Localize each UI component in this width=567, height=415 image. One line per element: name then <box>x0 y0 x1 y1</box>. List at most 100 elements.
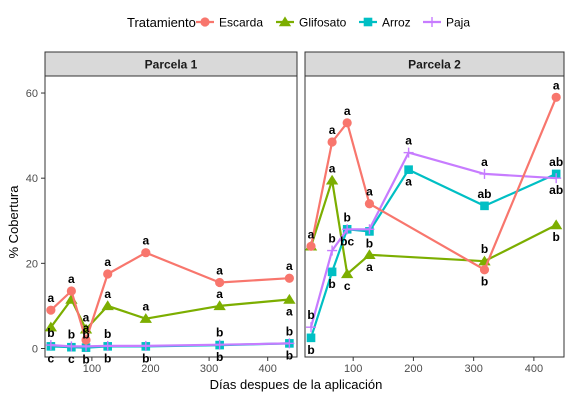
significance-label: a <box>553 78 560 92</box>
data-point-paja <box>140 340 151 351</box>
data-point-escarda <box>215 277 225 288</box>
significance-label: c <box>68 352 75 366</box>
series-escarda <box>306 92 561 275</box>
legend-item-glifosato: Glifosato <box>276 16 347 30</box>
series-line-glifosato <box>309 179 557 276</box>
significance-label: b <box>307 343 314 357</box>
x-tick-label: 200 <box>141 363 159 375</box>
data-point-glifosato <box>341 268 354 279</box>
data-point-escarda <box>81 335 91 345</box>
series-paja <box>306 147 562 333</box>
significance-label: a <box>68 272 75 286</box>
significance-label: a <box>142 300 149 314</box>
legend-label-glifosato: Glifosato <box>299 16 347 30</box>
significance-label: a <box>308 227 315 241</box>
data-point-paja <box>45 340 56 351</box>
legend-key-arroz <box>363 17 373 27</box>
data-point-arroz <box>327 267 337 277</box>
significance-label: ab <box>549 155 563 169</box>
significance-label: a <box>329 123 336 137</box>
significance-label: b <box>343 210 350 224</box>
significance-label: b <box>104 327 111 341</box>
significance-label: b <box>82 353 89 367</box>
significance-label: a <box>286 305 293 319</box>
significance-label: ab <box>477 187 491 201</box>
data-point-glifosato <box>283 293 296 304</box>
data-point-arroz <box>480 201 489 211</box>
data-point-paja <box>551 173 562 184</box>
series-line-escarda <box>309 96 558 271</box>
data-point-glifosato <box>363 249 376 260</box>
x-tick-label: 200 <box>404 363 422 375</box>
facet-strip-label: Parcela 1 <box>145 58 198 72</box>
x-tick-label: 100 <box>344 363 362 375</box>
legend-key-paja <box>427 17 437 27</box>
series-paja <box>45 338 295 352</box>
significance-label: a <box>216 287 223 301</box>
significance-label: b <box>286 348 293 362</box>
data-point-glifosato <box>325 174 339 185</box>
data-point-glifosato <box>213 300 226 311</box>
y-tick-label: 0 <box>32 343 38 355</box>
data-point-paja <box>102 340 113 351</box>
significance-label: b <box>552 230 559 244</box>
legend-label-paja: Paja <box>446 16 470 30</box>
legend-key-escarda <box>200 17 210 27</box>
legend-item-paja: Paja <box>423 16 470 30</box>
significance-label: b <box>104 351 111 365</box>
y-tick-label: 20 <box>26 258 38 270</box>
significance-label: a <box>366 260 373 274</box>
data-point-escarda <box>284 273 294 283</box>
x-axis-title: Días despues de la aplicación <box>210 377 383 392</box>
significance-label: a <box>104 287 111 301</box>
x-tick-label: 400 <box>525 363 543 375</box>
significance-label: b <box>216 326 223 340</box>
significance-label: b <box>47 326 54 340</box>
x-tick-label: 100 <box>83 363 101 375</box>
significance-label: a <box>104 255 111 269</box>
data-point-escarda <box>551 92 561 102</box>
data-point-glifosato <box>550 219 563 230</box>
data-point-paja <box>66 341 77 352</box>
legend-key-glifosato <box>278 16 292 27</box>
facet-strip-label: Parcela 2 <box>408 58 461 72</box>
significance-label: a <box>83 310 90 324</box>
plot-panel <box>44 75 298 358</box>
x-tick-label: 400 <box>259 363 277 375</box>
data-point-escarda <box>342 118 352 128</box>
data-point-glifosato <box>101 300 114 311</box>
significance-label: b <box>328 277 335 291</box>
data-point-paja <box>364 224 375 235</box>
significance-label: b <box>216 350 223 364</box>
significance-label: b <box>307 308 314 322</box>
significance-label: a <box>405 175 412 189</box>
series-glifosato <box>304 174 563 279</box>
significance-label: a <box>329 161 336 175</box>
data-point-paja <box>403 147 414 158</box>
x-tick-label: 300 <box>200 363 218 375</box>
legend-item-escarda: Escarda <box>196 16 263 30</box>
significance-label: ab <box>549 183 563 197</box>
facet-strip <box>304 51 565 77</box>
significance-label: a <box>216 263 223 277</box>
x-tick-label: 300 <box>464 363 482 375</box>
data-point-escarda <box>479 265 490 275</box>
legend-label-arroz: Arroz <box>382 16 411 30</box>
data-point-paja <box>306 322 317 333</box>
y-tick-label: 40 <box>26 173 38 185</box>
significance-label: a <box>481 155 488 169</box>
significance-label: b <box>68 327 75 341</box>
data-point-arroz <box>404 165 413 174</box>
significance-label: a <box>366 185 373 199</box>
data-point-glifosato <box>139 313 152 323</box>
data-point-escarda <box>66 286 76 296</box>
significance-label: b <box>481 275 488 289</box>
y-axis-title: % Cobertura <box>6 185 21 259</box>
significance-label: a <box>286 259 293 273</box>
significance-label: c <box>344 279 351 293</box>
data-point-escarda <box>141 248 151 258</box>
significance-label: b <box>328 232 335 246</box>
